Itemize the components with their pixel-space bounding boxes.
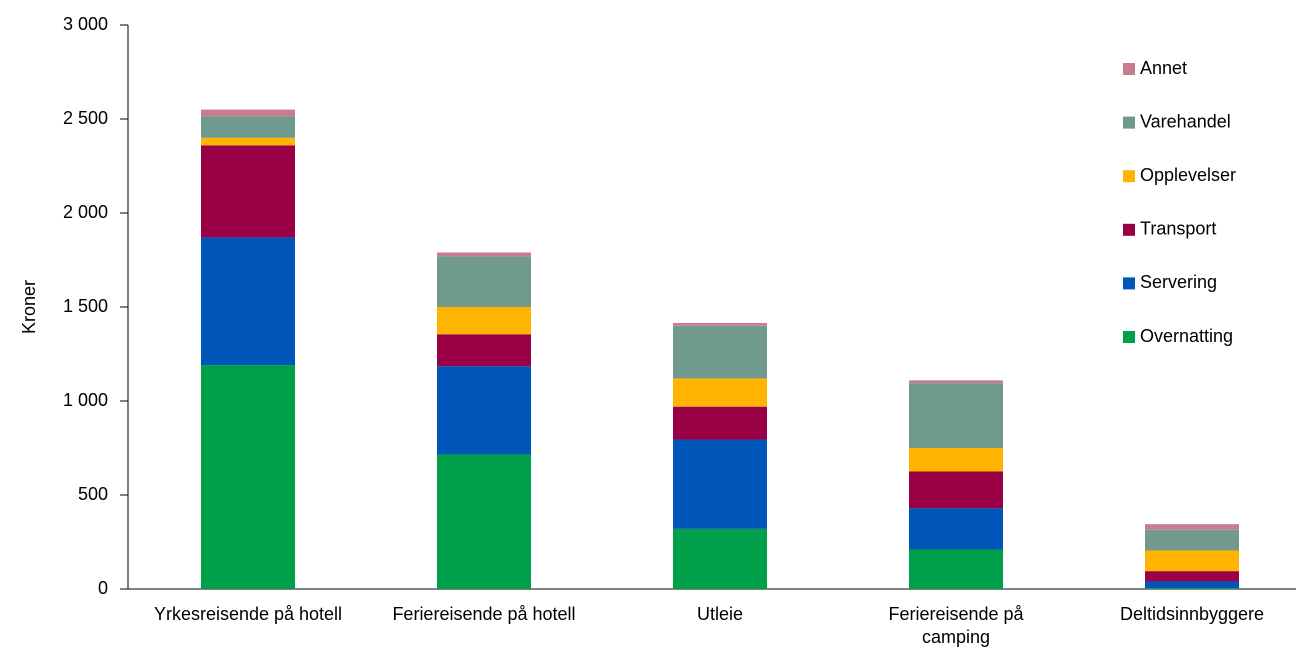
bar-segment: [437, 454, 531, 589]
y-tick-label: 0: [98, 578, 108, 598]
x-tick-label: Yrkesreisende på hotell: [153, 604, 343, 624]
y-tick-label: 1 000: [63, 390, 108, 410]
legend-swatch: [1123, 63, 1135, 75]
bar-segment: [201, 109, 295, 117]
bar-segment: [909, 448, 1003, 472]
y-tick-label: 3 000: [63, 14, 108, 34]
bar-segment: [909, 508, 1003, 550]
bar-segment: [673, 322, 767, 326]
bar-segment: [673, 439, 767, 529]
bar-segment: [201, 365, 295, 589]
bar-segment: [673, 325, 767, 379]
bar-segment: [909, 471, 1003, 509]
bar-segment: [201, 137, 295, 146]
bar-segment: [437, 307, 531, 335]
bar-segment: [1145, 571, 1239, 582]
bar-segment: [201, 237, 295, 366]
x-tick-label: Deltidsinnbyggere: [1119, 604, 1265, 624]
bar-segment: [673, 378, 767, 407]
legend-swatch: [1123, 223, 1135, 236]
legend-label: Opplevelser: [1140, 165, 1236, 185]
bar-segment: [201, 145, 295, 238]
y-tick-label: 2 000: [63, 202, 108, 222]
legend-swatch: [1123, 331, 1135, 343]
legend-label: Transport: [1140, 219, 1216, 239]
x-tick-label: Utleie: [696, 604, 744, 624]
legend-label: Varehandel: [1140, 111, 1231, 131]
bar-segment: [1145, 588, 1239, 589]
bar-segment: [1145, 550, 1239, 572]
bar-segment: [909, 383, 1003, 448]
bar-segment: [201, 116, 295, 138]
bar-segment: [673, 528, 767, 589]
bar-segment: [1145, 529, 1239, 551]
legend-label: Servering: [1140, 272, 1217, 292]
x-tick-label: Feriereisende på hotell: [392, 604, 576, 624]
bar-segment: [437, 334, 531, 367]
legend-swatch: [1123, 170, 1135, 183]
y-tick-label: 500: [78, 484, 108, 504]
bar-segment: [673, 406, 767, 440]
x-tick-label: Feriereisende på camping: [888, 604, 1024, 647]
bar-segment: [909, 549, 1003, 589]
legend-swatch: [1123, 277, 1135, 290]
y-tick-label: 1 500: [63, 296, 108, 316]
y-tick-label: 2 500: [63, 108, 108, 128]
legend-label: Annet: [1140, 58, 1187, 78]
bar-segment: [1145, 524, 1239, 530]
bar-segment: [909, 380, 1003, 384]
legend-label: Overnatting: [1140, 326, 1233, 346]
legend-swatch: [1123, 116, 1135, 129]
y-axis-label: Kroner: [19, 280, 39, 334]
bar-segment: [437, 366, 531, 455]
bar-segment: [1145, 581, 1239, 589]
bar-segment: [437, 256, 531, 307]
bar-segment: [437, 252, 531, 257]
